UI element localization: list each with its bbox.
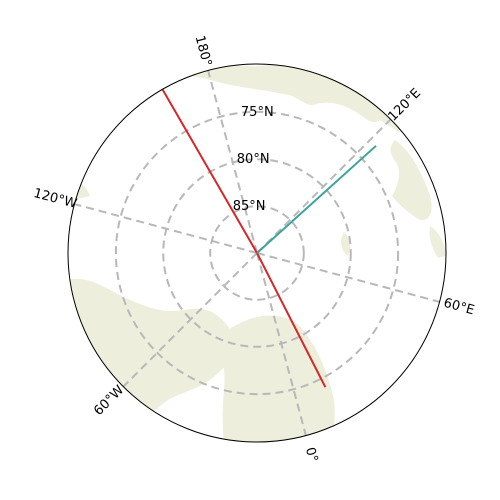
parallel-label: 80°N xyxy=(237,152,270,167)
parallel-label: 85°N xyxy=(233,199,266,214)
parallel-85 xyxy=(209,205,305,301)
meridian-label: 0° xyxy=(302,446,320,464)
meridian-label: 60°E xyxy=(442,296,476,319)
meridian-60 xyxy=(256,252,440,303)
land-east-coast xyxy=(429,226,446,258)
parallel-label: 75°N xyxy=(241,105,274,120)
meridian-label: 120°E xyxy=(386,86,425,125)
land-east xyxy=(390,140,432,221)
meridian-label: 60°W xyxy=(91,383,127,419)
red-line-b xyxy=(256,252,327,388)
meridian--60 xyxy=(122,252,258,388)
meridian-label: 180° xyxy=(192,34,215,68)
teal-line xyxy=(256,145,377,254)
land-west xyxy=(68,278,240,438)
meridian-label: 120°W xyxy=(32,186,79,212)
land-north xyxy=(175,64,420,137)
meridian-0 xyxy=(256,252,307,436)
meridian-120 xyxy=(256,118,392,254)
parallel-80 xyxy=(162,158,352,348)
graticule xyxy=(74,70,440,436)
parallel-75 xyxy=(114,110,400,396)
meridian-180 xyxy=(207,70,258,254)
red-line-a xyxy=(161,88,258,254)
land-east-island xyxy=(341,232,351,256)
map-boundary xyxy=(67,63,447,443)
meridian--120 xyxy=(74,203,258,254)
plotted-lines xyxy=(161,88,377,388)
